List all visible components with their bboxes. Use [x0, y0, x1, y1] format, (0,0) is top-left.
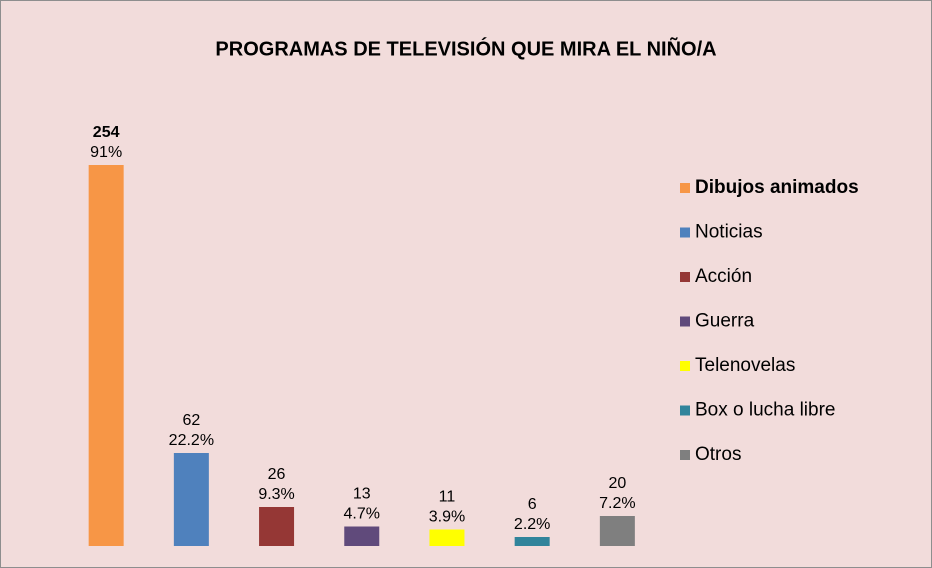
legend-swatch [680, 272, 690, 282]
bar [599, 516, 635, 546]
legend-label: Noticias [695, 222, 763, 243]
value-label: 20 [608, 475, 626, 492]
bar [88, 165, 124, 546]
legend-swatch [680, 227, 690, 238]
bar [344, 526, 380, 546]
percent-label: 4.7% [344, 506, 380, 523]
legend-label: Box o lucha libre [695, 400, 835, 421]
bar [259, 507, 295, 546]
percent-label: 22.2% [169, 432, 214, 449]
value-label: 62 [182, 412, 200, 429]
chart-title: PROGRAMAS DE TELEVISIÓN QUE MIRA EL NIÑO… [215, 36, 716, 60]
percent-label: 7.2% [599, 495, 635, 512]
legend-label: Otros [695, 444, 741, 465]
percent-label: 9.3% [258, 486, 294, 503]
value-label: 11 [439, 489, 456, 506]
legend-swatch [680, 316, 690, 327]
percent-label: 2.2% [514, 516, 550, 533]
legend-swatch [680, 450, 690, 460]
value-label: 254 [93, 124, 120, 141]
bar [173, 453, 209, 546]
percent-label: 3.9% [429, 509, 465, 526]
legend-swatch [680, 405, 690, 416]
percent-label: 91% [90, 144, 122, 161]
legend-label: Guerra [695, 311, 755, 332]
value-label: 6 [528, 496, 537, 513]
legend-label: Acción [695, 266, 752, 287]
legend-label: Telenovelas [695, 355, 795, 376]
value-label: 26 [268, 466, 286, 483]
legend-swatch [680, 183, 690, 193]
legend-label: Dibujos animados [695, 177, 859, 198]
legend-swatch [680, 361, 690, 371]
value-label: 13 [353, 486, 371, 503]
bar [514, 537, 550, 546]
bar [429, 529, 465, 546]
